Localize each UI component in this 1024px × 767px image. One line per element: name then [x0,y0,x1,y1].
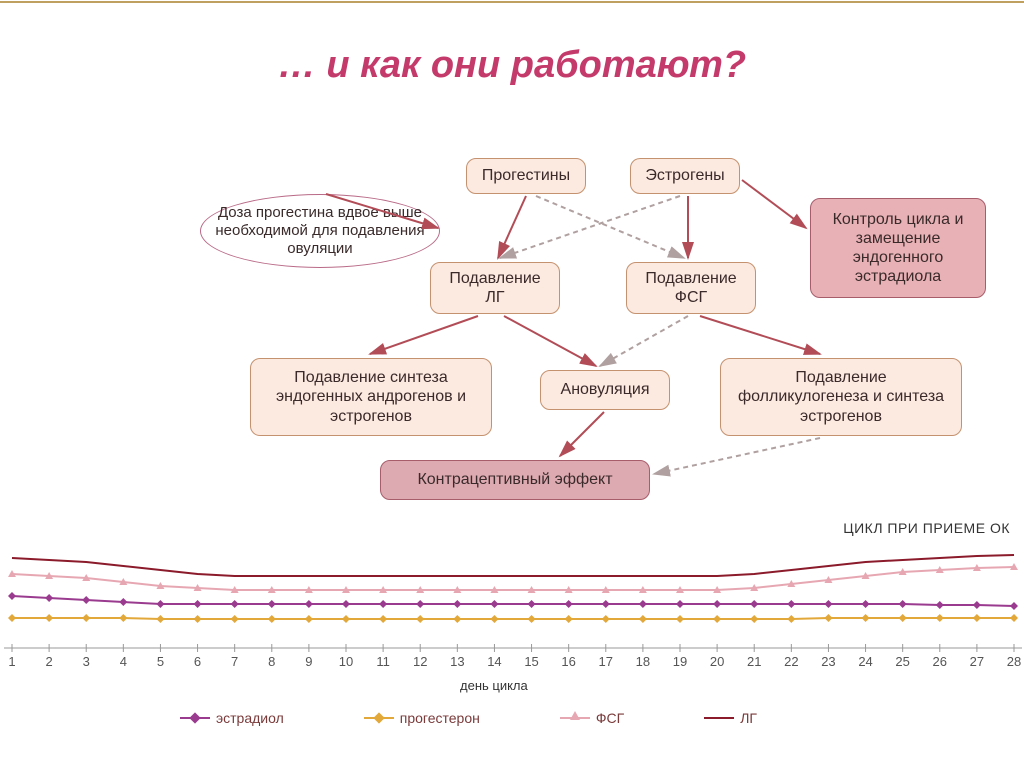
x-tick: 9 [299,654,319,669]
legend-item: эстрадиол [180,710,284,726]
x-tick: 3 [76,654,96,669]
x-tick: 25 [893,654,913,669]
x-tick: 18 [633,654,653,669]
chart-context-label: ЦИКЛ ПРИ ПРИЕМЕ ОК [843,520,1010,536]
x-tick: 13 [447,654,467,669]
flowchart-node: Подавление ЛГ [430,262,560,314]
x-tick: 20 [707,654,727,669]
x-tick: 11 [373,654,393,669]
legend-item: ФСГ [560,710,624,726]
x-tick: 23 [818,654,838,669]
x-tick: 27 [967,654,987,669]
x-axis-label: день цикла [460,678,528,693]
flowchart-node: Эстрогены [630,158,740,194]
flowchart-node: Ановуляция [540,370,670,410]
x-tick: 14 [484,654,504,669]
legend-item: ЛГ [704,710,757,726]
x-tick: 4 [113,654,133,669]
x-tick: 22 [781,654,801,669]
x-tick: 28 [1004,654,1024,669]
flowchart-node: Подавление синтеза эндогенных андрогенов… [250,358,492,436]
x-tick: 8 [262,654,282,669]
x-tick: 17 [596,654,616,669]
chart-legend: эстрадиол прогестерон ФСГ ЛГ [180,710,757,726]
flowchart-node: Подавление фолликулогенеза и синтеза эст… [720,358,962,436]
flowchart-node: Контроль цикла и замещение эндогенного э… [810,198,986,298]
flowchart-node: Контрацептивный эффект [380,460,650,500]
x-tick: 24 [856,654,876,669]
x-tick: 15 [522,654,542,669]
flowchart-node: Подавление ФСГ [626,262,756,314]
flowchart-node: Прогестины [466,158,586,194]
x-tick: 16 [559,654,579,669]
x-tick: 6 [188,654,208,669]
x-tick: 7 [225,654,245,669]
x-tick: 12 [410,654,430,669]
legend-item: прогестерон [364,710,480,726]
x-tick: 10 [336,654,356,669]
x-tick: 1 [2,654,22,669]
x-tick: 21 [744,654,764,669]
x-tick: 2 [39,654,59,669]
page-title: … и как они работают? [0,44,1024,87]
flowchart-node: Доза прогестина вдвое выше необходимой д… [200,194,440,268]
x-tick: 19 [670,654,690,669]
x-tick: 26 [930,654,950,669]
x-tick: 5 [150,654,170,669]
